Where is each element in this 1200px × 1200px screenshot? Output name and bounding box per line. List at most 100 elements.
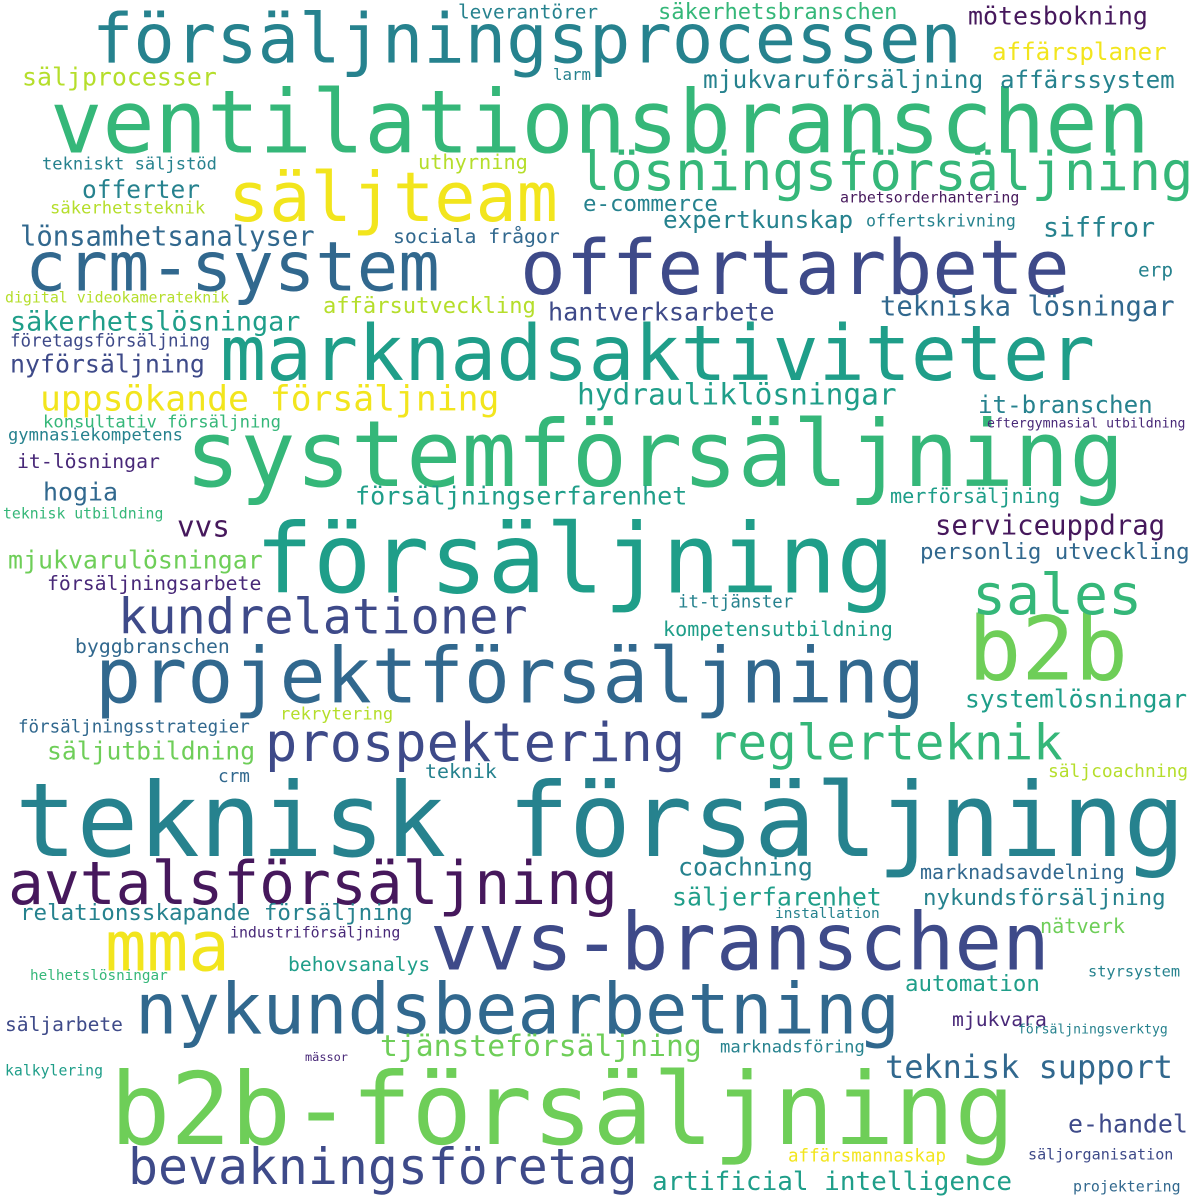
word-mma: mma: [105, 907, 230, 988]
word-vvs-branschen: vvs-branschen: [430, 895, 1050, 989]
word-tjansteforsaljning: tjänsteförsäljning: [380, 1029, 702, 1065]
word-sakerhetsteknik: säkerhetsteknik: [50, 198, 206, 219]
word-marknadsaktiviteter: marknadsaktiviteter: [220, 309, 1096, 399]
word-it-losningar: it-lösningar: [17, 450, 160, 474]
word-leverantorer: leverantörer: [458, 0, 599, 24]
word-offertarbete: offertarbete: [520, 222, 1070, 312]
word-avtalsforsaljning: avtalsförsäljning: [8, 850, 618, 920]
word-sales: sales: [972, 562, 1143, 628]
word-saljcoachning: säljcoachning: [1048, 761, 1189, 783]
word-sakerhetsbranschen: säkerhetsbranschen: [658, 0, 898, 25]
word-forsaljning: försäljning: [255, 502, 895, 616]
word-automation: automation: [905, 970, 1040, 997]
word-affarssystem: affärssystem: [1000, 65, 1175, 94]
word-saljorganisation: säljorganisation: [1028, 1145, 1174, 1164]
word-sakerhetslosningar: säkerhetslösningar: [10, 306, 301, 338]
word-systemlosningar: systemlösningar: [965, 684, 1188, 714]
word-saljprocesser: säljprocesser: [22, 62, 217, 92]
word-coachning: coachning: [678, 852, 813, 882]
word-uppsokande-forsaljning: uppsökande försäljning: [40, 379, 500, 420]
word-serviceuppdrag: serviceuppdrag: [935, 510, 1166, 542]
word-projektforsaljning: projektförsäljning: [95, 632, 926, 722]
word-helhetslosningar: helhetslösningar: [30, 967, 168, 984]
word-foretagsforsaljning: företagsförsäljning: [10, 331, 211, 352]
word-gymnasiekompetens: gymnasiekompetens: [8, 425, 183, 446]
word-forsaljningsverktyg: försäljningsverktyg: [1018, 1022, 1168, 1038]
word-e-commerce: e-commerce: [583, 190, 718, 217]
word-crm-system: crm-system: [25, 227, 440, 308]
word-teknisk-forsaljning: teknisk försäljning: [15, 761, 1186, 881]
word-saljutbildning: säljutbildning: [47, 736, 256, 766]
word-larm: larm: [553, 65, 592, 85]
word-eftergymnasial-utbildning: eftergymnasial utbildning: [987, 416, 1186, 432]
word-mjukvaruforsaljning: mjukvaruförsäljning: [703, 64, 984, 94]
word-personlig-utveckling: personlig utveckling: [920, 538, 1190, 565]
word-forsaljningserfarenhet: försäljningserfarenhet: [355, 481, 688, 511]
word-prospektering: prospektering: [265, 711, 686, 775]
word-b2b-forsaljning: b2b-försäljning: [110, 1050, 1015, 1168]
word-marknadsavdelning: marknadsavdelning: [920, 860, 1125, 884]
word-affarsmannaskap: affärsmannaskap: [788, 1146, 947, 1167]
word-teknik: teknik: [425, 760, 497, 784]
word-saljerfarenhet: säljerfarenhet: [672, 882, 882, 912]
word-hantverksarbete: hantverksarbete: [548, 297, 775, 327]
word-industriforsaljning: industriförsäljning: [230, 923, 401, 942]
word-saljteam: säljteam: [228, 157, 558, 238]
word-tekniska-losningar: tekniska lösningar: [880, 291, 1175, 323]
word-nyforsaljning: nyförsäljning: [10, 349, 205, 379]
word-uthyrning: uthyrning: [418, 149, 528, 174]
word-nykundsbearbetning: nykundsbearbetning: [135, 967, 901, 1051]
word-lonsamhetsanalyser: lönsamhetsanalyser: [20, 221, 315, 253]
word-mjukvara: mjukvara: [952, 1008, 1047, 1032]
word-bevakningsforetag: bevakningsföretag: [128, 1138, 638, 1197]
word-marknadsforing: marknadsföring: [720, 1037, 865, 1058]
word-teknisk-support: teknisk support: [885, 1048, 1173, 1087]
word-arbetsorderhantering: arbetsorderhantering: [840, 188, 1020, 207]
word-mjukvarulosningar: mjukvarulösningar: [8, 545, 263, 575]
word-styrsystem: styrsystem: [1088, 962, 1181, 981]
word-erp: erp: [1138, 258, 1174, 282]
word-digital-videokamerateknik: digital videokamerateknik: [5, 288, 230, 307]
word-systemforsaljning: systemförsäljning: [185, 401, 1125, 509]
word-affarsutveckling: affärsutveckling: [323, 292, 536, 319]
word-b2b: b2b: [968, 597, 1129, 701]
word-massor: mässor: [305, 1050, 348, 1065]
word-motesbokning: mötesbokning: [968, 1, 1148, 31]
word-nykundsforsaljning: nykundsförsäljning: [923, 884, 1166, 911]
word-hydrauliklosningar: hydrauliklösningar: [577, 377, 897, 412]
word-projektering: projektering: [1073, 1177, 1181, 1196]
word-merforsaljning: merförsäljning: [890, 483, 1061, 508]
word-vvs: vvs: [177, 509, 230, 544]
word-teknisk-utbildning: teknisk utbildning: [3, 505, 164, 523]
word-siffror: siffror: [1043, 212, 1156, 244]
word-crm: crm: [218, 767, 250, 788]
word-hogia: hogia: [43, 477, 118, 507]
word-natverk: nätverk: [1040, 913, 1126, 938]
word-behovsanalys: behovsanalys: [288, 953, 431, 977]
word-offertskrivning: offertskrivning: [866, 211, 1016, 231]
word-konsultativ-forsaljning: konsultativ försäljning: [43, 412, 281, 433]
word-forsaljningsstrategier: försäljningsstrategier: [18, 717, 250, 738]
word-tekniskt-saljstod: tekniskt säljstöd: [42, 154, 217, 175]
word-rekrytering: rekrytering: [280, 704, 394, 725]
word-expertkunskap: expertkunskap: [663, 204, 854, 234]
word-affarsplaner: affärsplaner: [992, 37, 1167, 66]
word-artificial-intelligence: artificial intelligence: [652, 1167, 1013, 1197]
word-relationsskapande-forsaljning: relationsskapande försäljning: [20, 899, 413, 926]
word-byggbranschen: byggbranschen: [75, 635, 230, 659]
word-kalkylering: kalkylering: [5, 1062, 103, 1080]
word-installation: installation: [775, 905, 880, 922]
word-e-handel: e-handel: [1068, 1109, 1188, 1139]
word-reglerteknik: reglerteknik: [708, 713, 1063, 772]
word-sociala-fragor: sociala frågor: [393, 225, 560, 249]
word-it-tjanster: it-tjänster: [678, 592, 794, 613]
word-ventilationsbranschen: ventilationsbranschen: [50, 71, 1150, 174]
word-forsaljningsprocessen: försäljningsprocessen: [92, 0, 962, 80]
word-losningsforsaljning: lösningsförsäljning: [578, 140, 1194, 204]
word-it-branschen: it-branschen: [978, 390, 1153, 419]
word-kompetensutbildning: kompetensutbildning: [663, 616, 893, 641]
word-kundrelationer: kundrelationer: [118, 589, 528, 646]
word-forsaljningsarbete: försäljningsarbete: [47, 572, 262, 596]
word-saljarbete: säljarbete: [5, 1013, 123, 1037]
